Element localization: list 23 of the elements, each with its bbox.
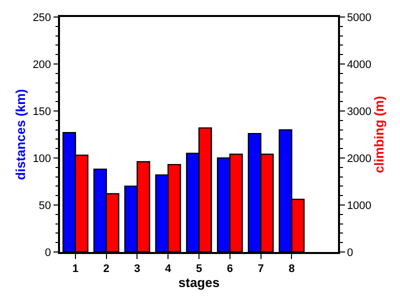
x-tick-label: 3	[134, 262, 140, 275]
y2-tick-label: 0	[346, 246, 354, 259]
x-axis-title: stages	[178, 275, 220, 290]
y2-axis-title: climbing (m)	[372, 96, 387, 174]
x-tick-label: 1	[72, 262, 79, 275]
x-tick-label: 6	[226, 262, 233, 275]
x-tick-label: 8	[288, 262, 295, 275]
y-tick-label: 50	[38, 200, 52, 212]
y2-tick-label: 5000	[346, 12, 372, 24]
y-axis-title: distances (km)	[13, 88, 28, 180]
y-tick-label: 200	[32, 58, 52, 71]
x-tick-label: 5	[196, 262, 202, 275]
y2-tick-label: 3000	[346, 106, 372, 118]
y2-tick-label: 1000	[346, 200, 372, 212]
y-tick-label: 150	[32, 106, 52, 118]
x-tick-label: 4	[165, 262, 172, 275]
y-tick-label: 250	[32, 12, 52, 24]
y2-tick-label: 4000	[346, 58, 372, 71]
y-tick-label: 0	[44, 246, 52, 259]
x-tick-label: 7	[258, 262, 264, 275]
y2-tick-label: 2000	[346, 152, 372, 165]
x-tick-label: 2	[103, 262, 110, 275]
y-tick-label: 100	[32, 152, 52, 165]
